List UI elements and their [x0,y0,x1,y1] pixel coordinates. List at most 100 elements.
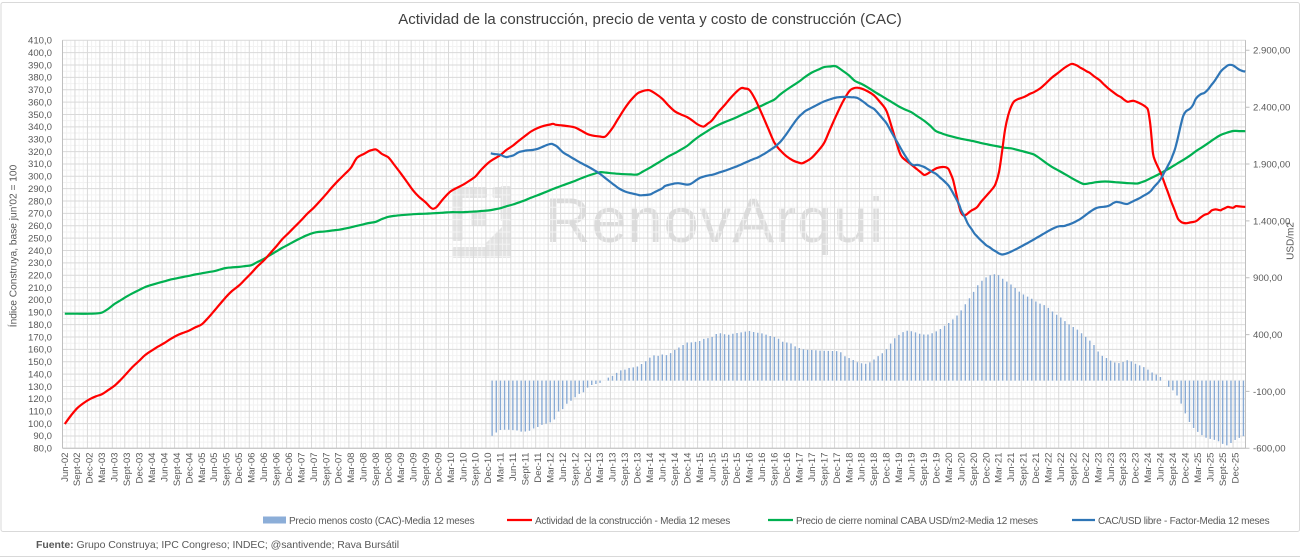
svg-text:Jun-13: Jun-13 [608,453,619,482]
svg-text:Dec-09: Dec-09 [433,453,444,484]
svg-text:Mar-23: Mar-23 [1093,453,1104,483]
svg-text:USD/m2: USD/m2 [1286,222,1297,260]
svg-text:Jun-19: Jun-19 [907,453,918,482]
svg-text:Dec-07: Dec-07 [334,453,345,484]
svg-text:300,0: 300,0 [28,172,52,183]
svg-text:320,0: 320,0 [28,147,52,158]
svg-text:Actividad de la construcción,: Actividad de la construcción, precio de … [398,11,902,28]
svg-text:-600,00: -600,00 [1253,444,1286,455]
svg-text:400,00: 400,00 [1253,330,1282,341]
svg-text:Sept-18: Sept-18 [869,453,880,487]
svg-text:Dec-17: Dec-17 [832,453,843,484]
svg-text:350,0: 350,0 [28,110,52,121]
svg-text:Dec-20: Dec-20 [981,453,992,484]
svg-text:Dec-03: Dec-03 [135,453,146,484]
svg-text:270,0: 270,0 [28,209,52,220]
svg-text:250,0: 250,0 [28,233,52,244]
svg-text:Dec-08: Dec-08 [384,453,395,484]
svg-text:Mar-12: Mar-12 [545,453,556,483]
svg-text:Mar-22: Mar-22 [1044,453,1055,483]
svg-text:100,0: 100,0 [28,419,52,430]
svg-text:90,0: 90,0 [33,431,52,442]
svg-text:Sept-24: Sept-24 [1168,452,1179,486]
svg-text:Sept-03: Sept-03 [122,453,133,487]
svg-text:Mar-21: Mar-21 [994,453,1005,483]
svg-text:120,0: 120,0 [28,394,52,405]
svg-text:400,0: 400,0 [28,48,52,59]
svg-text:Mar-04: Mar-04 [147,452,158,483]
svg-text:Dec-15: Dec-15 [732,453,743,484]
svg-text:Sept-22: Sept-22 [1068,453,1079,487]
svg-text:280,0: 280,0 [28,196,52,207]
svg-text:80,0: 80,0 [33,444,52,455]
svg-text:Dec-25: Dec-25 [1230,453,1241,484]
svg-text:Jun-11: Jun-11 [508,453,519,482]
svg-text:Jun-17: Jun-17 [807,453,818,482]
svg-text:130,0: 130,0 [28,382,52,393]
svg-text:410,0: 410,0 [28,36,52,47]
svg-text:210,0: 210,0 [28,283,52,294]
svg-text:Mar-06: Mar-06 [247,453,258,483]
svg-text:290,0: 290,0 [28,184,52,195]
svg-text:Dec-19: Dec-19 [932,453,943,484]
svg-text:Jun-06: Jun-06 [259,453,270,482]
svg-text:Sept-11: Sept-11 [521,453,532,486]
svg-text:150,0: 150,0 [28,357,52,368]
svg-text:Jun-20: Jun-20 [956,453,967,482]
svg-text:240,0: 240,0 [28,246,52,257]
svg-text:Dec-12: Dec-12 [583,453,594,484]
svg-text:Jun-23: Jun-23 [1106,453,1117,482]
svg-text:Dec-05: Dec-05 [234,453,245,484]
svg-text:380,0: 380,0 [28,73,52,84]
svg-text:Dec-16: Dec-16 [782,453,793,484]
svg-text:370,0: 370,0 [28,85,52,96]
svg-text:330,0: 330,0 [28,135,52,146]
svg-text:1.900,00: 1.900,00 [1253,159,1290,170]
svg-text:Mar-10: Mar-10 [446,453,457,483]
svg-text:Jun-25: Jun-25 [1205,453,1216,482]
svg-text:Sept-09: Sept-09 [421,453,432,487]
svg-text:Sept-21: Sept-21 [1019,453,1030,487]
svg-text:Mar-25: Mar-25 [1193,453,1204,483]
svg-text:Mar-18: Mar-18 [844,453,855,483]
svg-text:Dec-06: Dec-06 [284,453,295,484]
svg-text:CAC/USD libre - Factor-Media 1: CAC/USD libre - Factor-Media 12 meses [1098,516,1270,527]
svg-text:Jun-22: Jun-22 [1056,453,1067,482]
svg-text:Sept-16: Sept-16 [770,453,781,487]
svg-text:Mar-24: Mar-24 [1143,452,1154,483]
svg-text:Sept-15: Sept-15 [720,453,731,487]
svg-text:Mar-08: Mar-08 [346,453,357,483]
svg-text:Mar-07: Mar-07 [296,453,307,483]
svg-text:Mar-05: Mar-05 [197,453,208,483]
svg-text:Dec-24: Dec-24 [1181,452,1192,484]
svg-text:Sept-19: Sept-19 [919,453,930,487]
svg-text:190,0: 190,0 [28,308,52,319]
svg-text:Mar-20: Mar-20 [944,453,955,483]
svg-text:Dec-02: Dec-02 [85,453,96,484]
svg-text:Dec-10: Dec-10 [483,453,494,484]
svg-text:Sept-17: Sept-17 [819,453,830,487]
svg-text:Jun-24: Jun-24 [1156,452,1167,482]
svg-text:Jun-21: Jun-21 [1006,453,1017,482]
svg-text:140,0: 140,0 [28,369,52,380]
svg-text:Precio menos costo (CAC)-Media: Precio menos costo (CAC)-Media 12 meses [289,516,475,527]
svg-text:Jun-05: Jun-05 [209,453,220,482]
svg-text:Jun-03: Jun-03 [110,453,121,482]
svg-text:390,0: 390,0 [28,60,52,71]
svg-text:Sept-10: Sept-10 [471,453,482,487]
svg-text:1.400,00: 1.400,00 [1253,216,1290,227]
svg-text:160,0: 160,0 [28,345,52,356]
svg-text:Sept-23: Sept-23 [1118,453,1129,487]
svg-text:Mar-14: Mar-14 [645,452,656,483]
svg-text:180,0: 180,0 [28,320,52,331]
svg-text:Mar-19: Mar-19 [894,453,905,483]
svg-text:Jun-12: Jun-12 [558,453,569,482]
svg-text:Jun-18: Jun-18 [857,453,868,482]
svg-text:Sept-08: Sept-08 [371,453,382,487]
svg-text:Mar-03: Mar-03 [97,453,108,483]
svg-text:Sept-05: Sept-05 [222,453,233,487]
svg-text:Sept-07: Sept-07 [321,453,332,487]
svg-text:230,0: 230,0 [28,258,52,269]
svg-text:Dec-18: Dec-18 [882,453,893,484]
svg-text:2.900,00: 2.900,00 [1253,46,1290,57]
